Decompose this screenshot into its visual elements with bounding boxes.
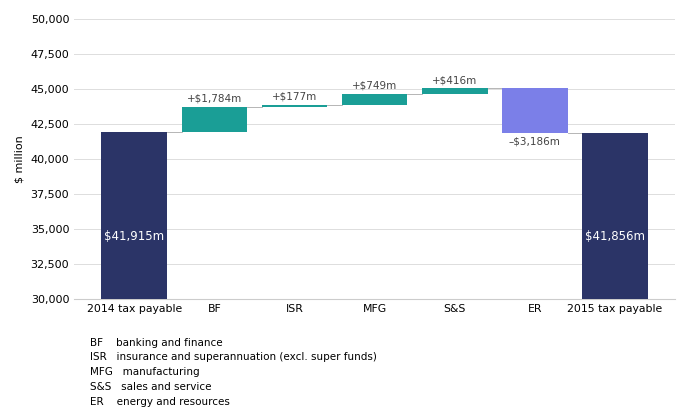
Bar	[582, 133, 648, 299]
Text: $41,856m: $41,856m	[585, 230, 645, 243]
Text: +$177m: +$177m	[272, 91, 317, 102]
Text: –$3,186m: –$3,186m	[509, 136, 561, 146]
Bar	[502, 88, 568, 133]
Text: +$416m: +$416m	[432, 75, 477, 85]
Bar	[101, 132, 167, 299]
Bar	[262, 105, 327, 107]
Bar	[181, 107, 247, 132]
Text: $41,915m: $41,915m	[104, 230, 164, 243]
Text: BF    banking and finance
ISR   insurance and superannuation (excl. super funds): BF banking and finance ISR insurance and…	[90, 338, 377, 407]
Bar	[342, 94, 407, 105]
Text: +$749m: +$749m	[352, 81, 397, 91]
Y-axis label: $ million: $ million	[15, 135, 25, 183]
Text: +$1,784m: +$1,784m	[187, 94, 242, 104]
Bar	[422, 88, 488, 94]
